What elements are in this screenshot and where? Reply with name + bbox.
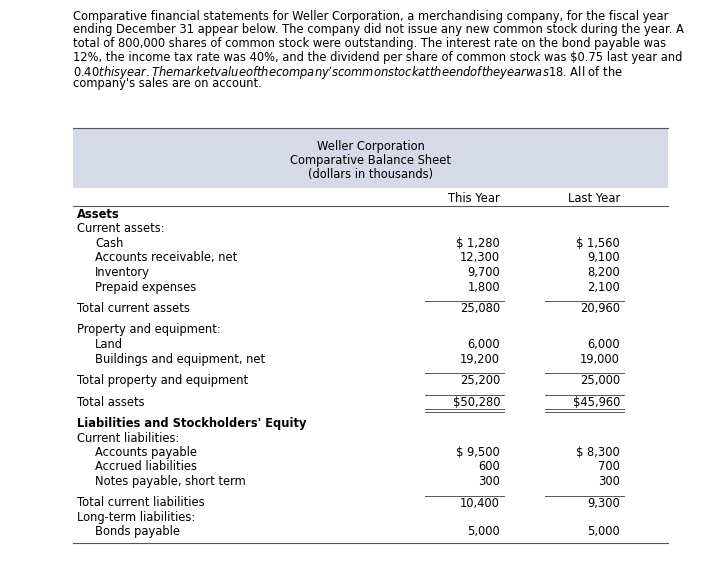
Text: 1,800: 1,800 [468, 281, 500, 293]
Text: 9,300: 9,300 [587, 496, 620, 509]
Text: Weller Corporation: Weller Corporation [317, 140, 425, 153]
Text: 8,200: 8,200 [587, 266, 620, 279]
Text: Long-term liabilities:: Long-term liabilities: [77, 511, 195, 524]
Text: Buildings and equipment, net: Buildings and equipment, net [95, 352, 265, 366]
Text: $ 8,300: $ 8,300 [576, 446, 620, 459]
Text: 600: 600 [478, 461, 500, 473]
Text: $ 9,500: $ 9,500 [456, 446, 500, 459]
Text: Total current assets: Total current assets [77, 302, 190, 315]
Text: 20,960: 20,960 [580, 302, 620, 315]
Text: 19,000: 19,000 [580, 352, 620, 366]
Text: Comparative financial statements for Weller Corporation, a merchandising company: Comparative financial statements for Wel… [73, 10, 669, 23]
Text: Inventory: Inventory [95, 266, 150, 279]
Text: Property and equipment:: Property and equipment: [77, 324, 221, 336]
Text: 6,000: 6,000 [468, 338, 500, 351]
Text: $ 1,280: $ 1,280 [456, 237, 500, 250]
Text: 300: 300 [478, 475, 500, 488]
Text: 5,000: 5,000 [467, 526, 500, 539]
Text: Bonds payable: Bonds payable [95, 526, 180, 539]
Bar [73, 128, 668, 188]
Text: $ 1,560: $ 1,560 [576, 237, 620, 250]
Text: 9,100: 9,100 [588, 251, 620, 264]
Text: total of 800,000 shares of common stock were outstanding. The interest rate on t: total of 800,000 shares of common stock … [73, 37, 666, 50]
Text: 25,000: 25,000 [580, 374, 620, 387]
Text: (dollars in thousands): (dollars in thousands) [308, 168, 433, 181]
Text: Accounts payable: Accounts payable [95, 446, 197, 459]
Text: Current assets:: Current assets: [77, 223, 164, 236]
Text: Notes payable, short term: Notes payable, short term [95, 475, 246, 488]
Text: 12,300: 12,300 [460, 251, 500, 264]
Text: 10,400: 10,400 [460, 496, 500, 509]
Text: 12%, the income tax rate was 40%, and the dividend per share of common stock was: 12%, the income tax rate was 40%, and th… [73, 51, 682, 63]
Text: Liabilities and Stockholders' Equity: Liabilities and Stockholders' Equity [77, 417, 307, 430]
Text: $50,280: $50,280 [453, 396, 500, 408]
Text: Prepaid expenses: Prepaid expenses [95, 281, 196, 293]
Text: 6,000: 6,000 [588, 338, 620, 351]
Text: 700: 700 [598, 461, 620, 473]
Text: Total property and equipment: Total property and equipment [77, 374, 248, 387]
Text: Cash: Cash [95, 237, 124, 250]
Text: Total current liabilities: Total current liabilities [77, 496, 204, 509]
Text: 25,080: 25,080 [460, 302, 500, 315]
Text: $0.40 this year. The market value of the company's common stock at the end of th: $0.40 this year. The market value of the… [73, 64, 623, 82]
Text: Comparative Balance Sheet: Comparative Balance Sheet [290, 154, 451, 167]
Text: 25,200: 25,200 [460, 374, 500, 387]
Text: This Year: This Year [448, 192, 500, 205]
Text: 9,700: 9,700 [467, 266, 500, 279]
Text: 19,200: 19,200 [460, 352, 500, 366]
Text: Accounts receivable, net: Accounts receivable, net [95, 251, 237, 264]
Text: Land: Land [95, 338, 123, 351]
Text: 300: 300 [598, 475, 620, 488]
Text: 2,100: 2,100 [587, 281, 620, 293]
Text: Current liabilities:: Current liabilities: [77, 431, 179, 444]
Text: 5,000: 5,000 [587, 526, 620, 539]
Text: Assets: Assets [77, 208, 119, 221]
Text: $45,960: $45,960 [573, 396, 620, 408]
Text: ending December 31 appear below. The company did not issue any new common stock : ending December 31 appear below. The com… [73, 24, 684, 36]
Text: Total assets: Total assets [77, 396, 144, 408]
Text: company's sales are on account.: company's sales are on account. [73, 78, 262, 90]
Text: Accrued liabilities: Accrued liabilities [95, 461, 197, 473]
Bar [73, 188, 668, 206]
Text: Last Year: Last Year [568, 192, 620, 205]
